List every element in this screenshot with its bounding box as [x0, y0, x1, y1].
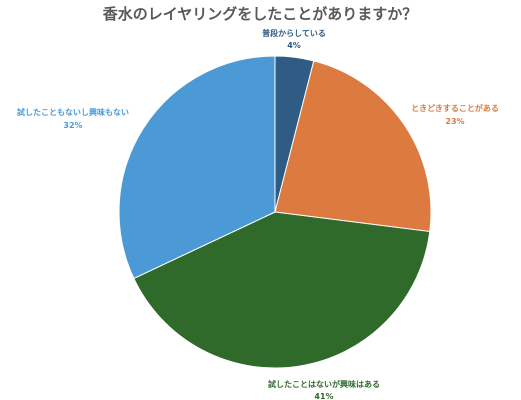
slice-label: ときどきすることがある [411, 103, 499, 113]
slice-label: 試したこともないし興味もない [17, 107, 129, 117]
pie-slice [133, 211, 431, 369]
chart-title: 香水のレイヤリングをしたことがありますか？ [103, 5, 418, 23]
slice-percent-label: 23% [445, 117, 464, 126]
slice-percent-label: 32% [63, 121, 82, 130]
slice-label: 普段からしている [262, 28, 326, 38]
pie-slice [118, 55, 276, 280]
slice-percent-label: 41% [314, 392, 333, 400]
slice-label: 試したことはないが興味はある [268, 379, 380, 389]
slice-percent-label: 4% [287, 41, 301, 50]
pie-slice [274, 60, 432, 233]
pie-slices [118, 55, 432, 369]
pie-labels: 普段からしている 4% ときどきすることがある 23% 試したことはないが興味はある 41… [17, 28, 499, 400]
